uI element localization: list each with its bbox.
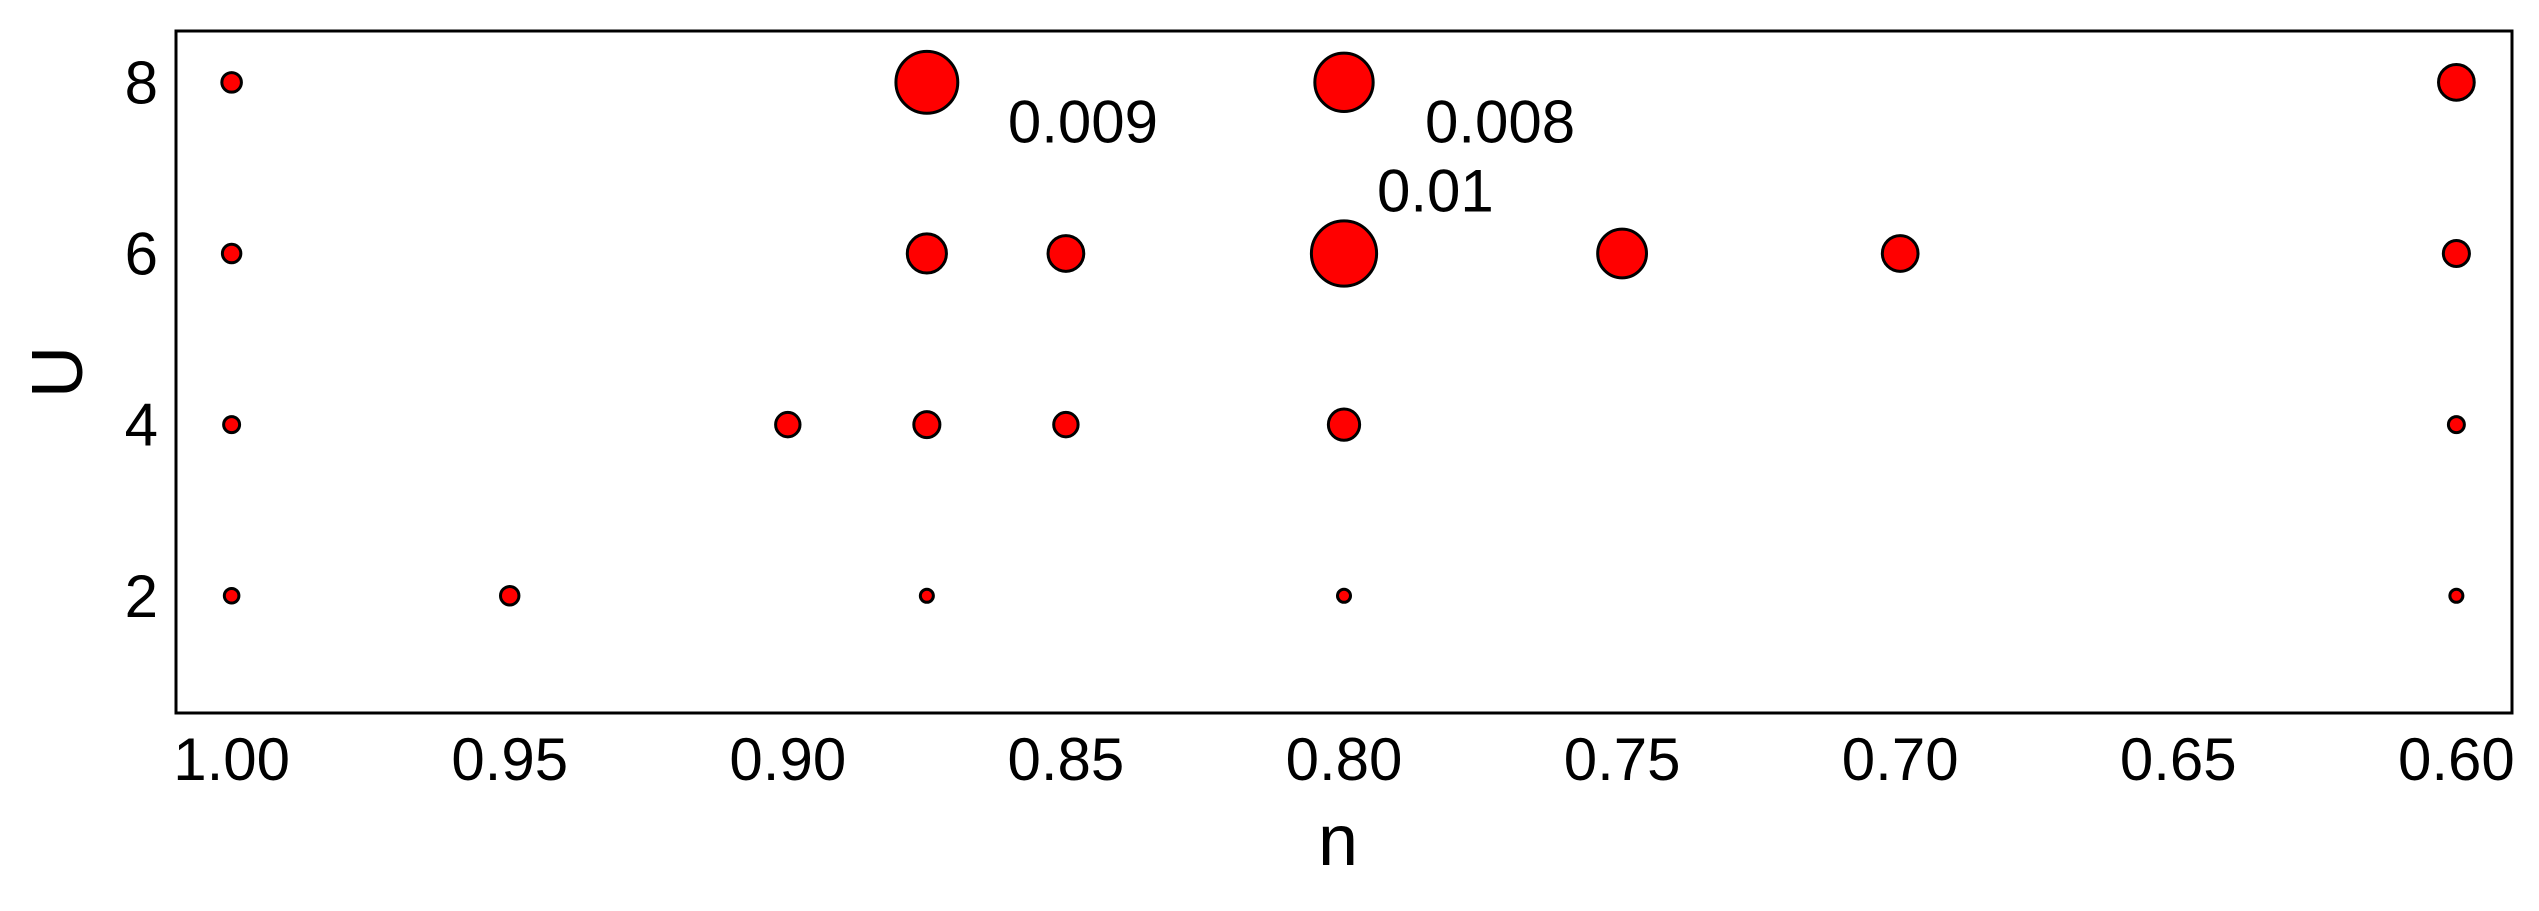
bubble (498, 585, 521, 607)
bubble (1335, 587, 1353, 604)
bubble (1326, 407, 1362, 442)
plot-frame (174, 29, 2514, 715)
x-tick-label: 0.75 (1564, 726, 1681, 793)
bubble (918, 587, 935, 604)
x-tick-label: 0.65 (2120, 726, 2237, 793)
y-tick-label: 8 (125, 49, 158, 116)
x-tick-label: 0.90 (729, 726, 846, 793)
bubble (2446, 415, 2466, 435)
bubble (220, 71, 243, 94)
x-tick-label: 0.70 (1842, 726, 1959, 793)
x-tick-label: 0.85 (1008, 726, 1125, 793)
x-tick-label: 1.00 (173, 726, 290, 793)
bubble (1313, 51, 1375, 114)
bubble (1052, 410, 1080, 439)
bubble (1880, 234, 1920, 273)
bubble (222, 586, 241, 605)
bubble (894, 49, 960, 115)
bubble (774, 410, 802, 439)
x-tick-label: 0.95 (451, 726, 568, 793)
y-tick-label: 2 (125, 563, 158, 630)
bubble (1046, 234, 1086, 273)
bubble (905, 232, 948, 275)
x-tick-label: 0.60 (2398, 726, 2515, 793)
bubble (2437, 62, 2476, 102)
y-tick-label: 4 (125, 392, 158, 459)
bubble (222, 415, 242, 435)
x-tick-label: 0.80 (1286, 726, 1403, 793)
y-axis-label: U (18, 346, 98, 398)
y-tick-label: 6 (125, 220, 158, 287)
bubble-annotation: 0.008 (1425, 88, 1575, 155)
bubble (1596, 227, 1648, 280)
bubble-annotation: 0.009 (1008, 88, 1158, 155)
bubble (912, 410, 942, 440)
x-axis-label: n (1318, 801, 1358, 881)
bubble (220, 242, 243, 265)
bubble-annotation: 0.01 (1377, 157, 1494, 224)
bubble (1309, 219, 1379, 288)
bubble (2441, 238, 2471, 269)
bubble (2448, 587, 2465, 604)
